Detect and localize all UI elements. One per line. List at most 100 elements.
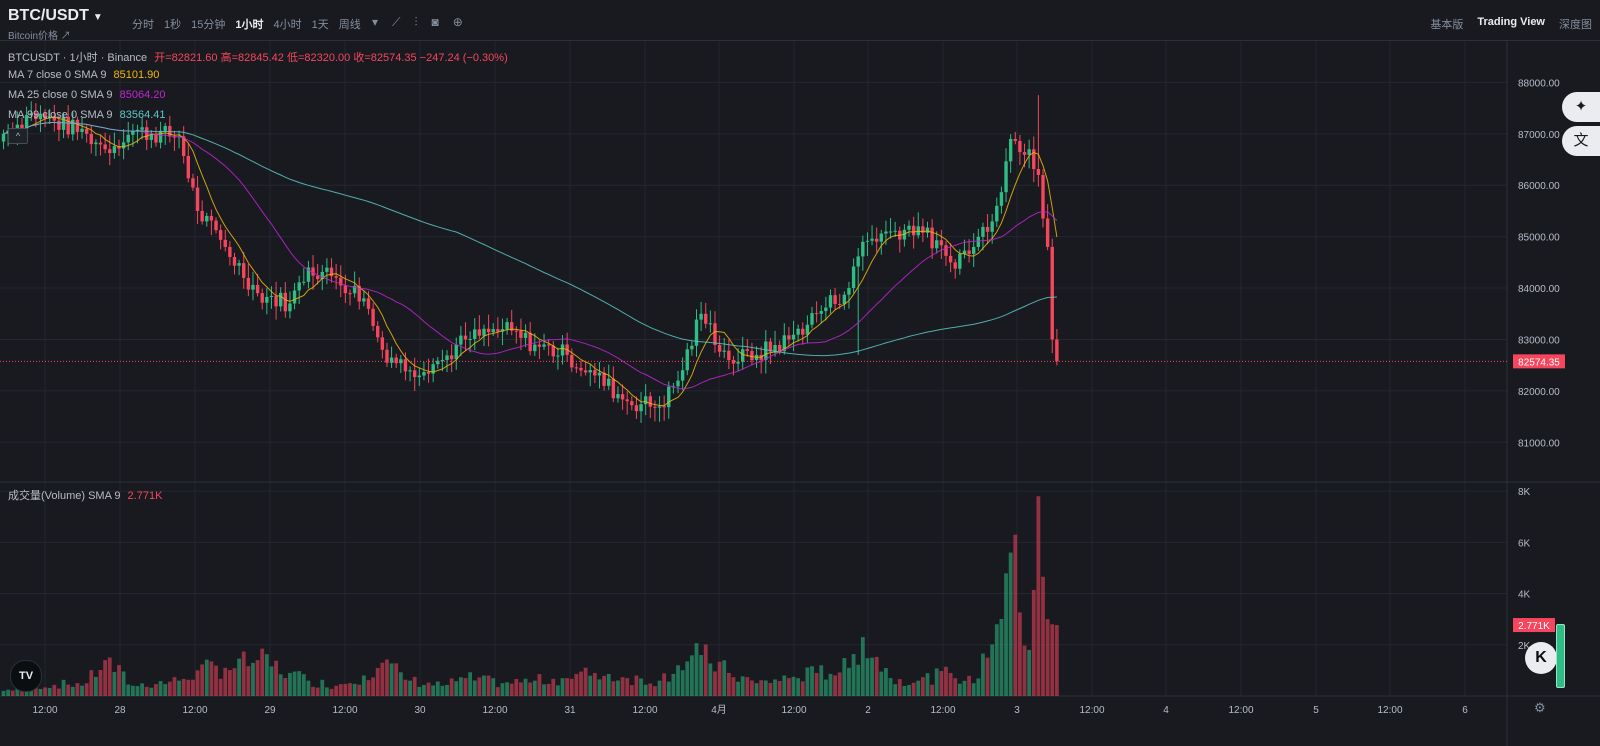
interval-tab[interactable]: 15分钟 <box>191 19 226 31</box>
symbol-selector[interactable]: BTC/USDT ▼ <box>8 7 103 25</box>
candle-body <box>75 119 80 132</box>
volume-bar <box>80 685 84 696</box>
candle-body <box>89 133 93 145</box>
candle-body <box>389 357 394 363</box>
volume-bar <box>329 688 334 696</box>
volume-bar <box>186 679 191 696</box>
ma99-label: MA 99 close 0 SMA 9 <box>8 109 113 121</box>
interval-tab-active[interactable]: 1小时 <box>235 19 264 31</box>
volume-bar <box>787 678 791 696</box>
candle-body <box>52 116 57 121</box>
interval-tab[interactable]: 1天 <box>311 19 329 31</box>
symbol-label[interactable]: BTC/USDT <box>8 7 89 24</box>
add-indicator-icon[interactable]: ⊕ <box>452 15 463 29</box>
legend-ma25[interactable]: MA 25 close 0 SMA 9 85064.20 <box>8 89 166 101</box>
view-tradingview[interactable]: Trading View <box>1477 16 1545 28</box>
volume-bar <box>740 676 745 696</box>
ma99-value: 83564.41 <box>119 109 166 121</box>
volume-bar <box>782 675 787 696</box>
volume-bar <box>745 677 750 696</box>
volume-bar <box>255 660 260 696</box>
volume-bar <box>597 679 602 696</box>
volume-bar <box>583 667 588 696</box>
candle-body <box>722 350 726 352</box>
candle-body <box>579 367 583 371</box>
volume-bar <box>403 679 408 696</box>
candle-body <box>842 294 847 305</box>
assistant-k-button[interactable]: K <box>1525 642 1557 674</box>
volume-bar <box>126 684 131 696</box>
candle-body <box>228 246 232 257</box>
candle-body <box>339 277 343 286</box>
volume-bar <box>500 683 505 696</box>
candle-body <box>71 119 75 135</box>
volume-bar <box>736 681 740 696</box>
candle-body <box>995 205 999 222</box>
candle-body <box>907 225 911 230</box>
candle-body <box>486 328 491 333</box>
volume-bar <box>227 670 232 696</box>
volume-bar <box>643 684 648 696</box>
camera-icon[interactable]: ◙ <box>431 15 439 29</box>
candle-body <box>713 323 717 345</box>
interval-tab[interactable]: 周线 <box>338 19 361 31</box>
candle-body <box>61 116 66 130</box>
volume-tick-label: 8K <box>1518 487 1531 498</box>
volume-bar <box>902 685 907 696</box>
chevron-down-icon[interactable]: ▼ <box>92 12 103 23</box>
volume-bar <box>491 678 496 696</box>
interval-tab[interactable]: 4小时 <box>273 19 302 31</box>
candlestick-chart[interactable]: 89000.0088000.0087000.0086000.0085000.00… <box>0 41 1600 746</box>
legend-ma99[interactable]: MA 99 close 0 SMA 9 83564.41 <box>8 109 166 121</box>
candle-body <box>1 133 6 142</box>
drawing-tool-icon[interactable]: ⟋ <box>392 15 401 29</box>
legend-volume[interactable]: 成交量(Volume) SMA 9 2.771K <box>8 487 162 503</box>
candle-body <box>1013 138 1017 141</box>
candle-body <box>1045 218 1050 247</box>
volume-bar <box>177 680 181 696</box>
interval-tab[interactable]: 1秒 <box>164 19 182 31</box>
volume-bar <box>999 618 1004 696</box>
candle-body <box>149 134 154 140</box>
volume-bar <box>246 666 251 696</box>
candle-body <box>1018 140 1022 153</box>
volume-bar <box>879 671 884 696</box>
candle-body <box>741 349 745 362</box>
candle-body <box>583 370 588 373</box>
volume-bar <box>130 685 135 696</box>
view-depth[interactable]: 深度图 <box>1559 19 1592 31</box>
volume-bar <box>620 677 625 696</box>
volume-bar <box>385 659 389 696</box>
time-tick-label: 4月 <box>711 704 727 716</box>
ai-sparkle-button[interactable]: ✦ <box>1562 92 1600 122</box>
price-tick-label: 87000.00 <box>1518 130 1560 141</box>
tradingview-logo[interactable]: TV <box>10 660 42 692</box>
chart-type-icon[interactable]: ⫶ <box>414 15 418 29</box>
legend-collapse-button[interactable]: ^ <box>8 128 28 144</box>
volume-bar <box>486 675 491 696</box>
view-basic[interactable]: 基本版 <box>1430 19 1464 31</box>
candle-body <box>214 220 218 231</box>
settings-gear-icon[interactable]: ⚙ <box>1534 700 1546 715</box>
volume-bar <box>98 669 103 696</box>
volume-bar <box>195 670 200 696</box>
candle-body <box>685 349 689 371</box>
volume-bar <box>15 688 20 696</box>
volume-bar <box>560 678 565 696</box>
candle-body <box>981 226 985 237</box>
volume-bar <box>288 672 292 696</box>
time-tick-label: 29 <box>264 705 276 716</box>
interval-more-icon[interactable]: ▾ <box>372 15 379 29</box>
candle-body <box>131 131 135 135</box>
volume-bar <box>232 668 237 696</box>
candle-body <box>1022 152 1027 155</box>
legend-ma7[interactable]: MA 7 close 0 SMA 9 85101.90 <box>8 69 159 81</box>
volume-bar <box>251 662 255 696</box>
candle-body <box>796 328 800 335</box>
volume-bar <box>38 688 43 696</box>
translate-button[interactable]: 文 <box>1562 126 1600 156</box>
scroll-indicator[interactable] <box>1556 624 1565 688</box>
candle-body <box>791 334 796 340</box>
interval-tab[interactable]: 分时 <box>132 19 154 31</box>
symbol-subtitle[interactable]: Bitcoin价格 ↗ <box>8 31 71 42</box>
